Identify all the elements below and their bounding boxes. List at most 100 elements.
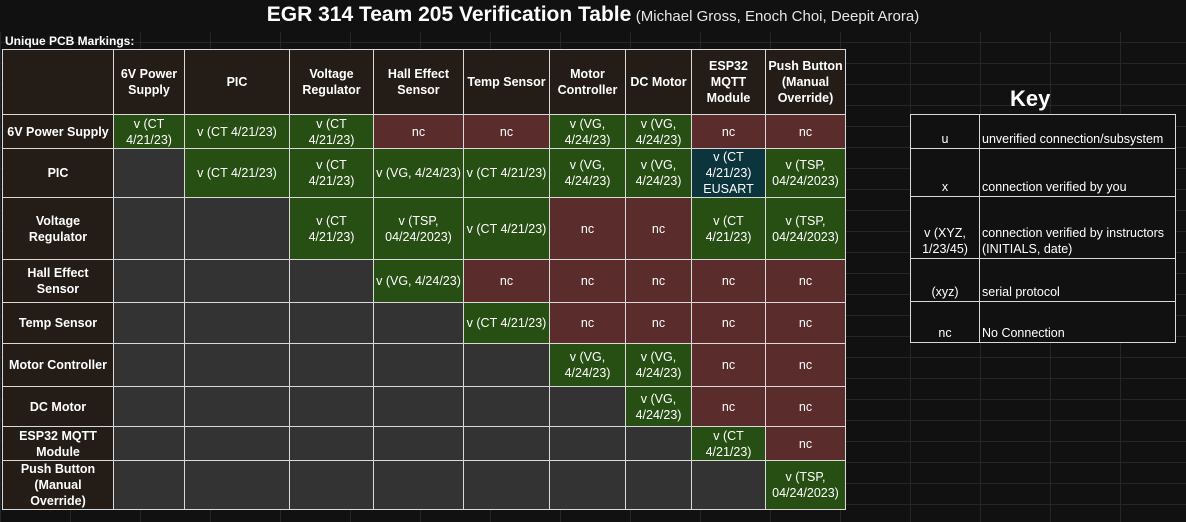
table-cell[interactable]: nc	[691, 114, 766, 149]
table-cell[interactable]	[289, 343, 374, 387]
table-cell[interactable]	[184, 259, 290, 303]
table-cell[interactable]: v (VG, 4/24/23)	[373, 259, 464, 303]
row-header[interactable]: Push Button (Manual Override)	[2, 460, 114, 510]
key-symbol[interactable]: u	[910, 114, 980, 149]
table-cell[interactable]: nc	[625, 197, 692, 260]
column-header[interactable]: Voltage Regulator	[289, 49, 374, 115]
table-cell[interactable]	[373, 426, 464, 461]
column-header[interactable]: 6V Power Supply	[113, 49, 185, 115]
table-cell[interactable]: v (CT 4/21/23)	[113, 114, 185, 149]
column-header[interactable]: Hall Effect Sensor	[373, 49, 464, 115]
table-cell[interactable]	[184, 460, 290, 510]
table-cell[interactable]: v (CT 4/21/23)	[289, 114, 374, 149]
row-header[interactable]: PIC	[2, 148, 114, 198]
table-cell[interactable]	[463, 426, 550, 461]
table-cell[interactable]: nc	[765, 302, 846, 344]
table-cell[interactable]: nc	[765, 386, 846, 427]
table-cell[interactable]: nc	[625, 259, 692, 303]
column-header[interactable]: Motor Controller	[549, 49, 626, 115]
table-cell[interactable]: v (CT 4/21/23)	[184, 148, 290, 198]
column-header[interactable]: DC Motor	[625, 49, 692, 115]
table-cell[interactable]: nc	[625, 302, 692, 344]
table-cell[interactable]	[184, 302, 290, 344]
table-cell[interactable]	[549, 460, 626, 510]
table-cell[interactable]: v (TSP, 04/24/2023)	[765, 148, 846, 198]
table-cell[interactable]	[463, 386, 550, 427]
key-description[interactable]: connection verified by instructors (INIT…	[979, 196, 1176, 259]
table-cell[interactable]	[625, 426, 692, 461]
column-header[interactable]: PIC	[184, 49, 290, 115]
table-cell[interactable]: v (VG, 4/24/23)	[549, 343, 626, 387]
table-cell[interactable]	[113, 386, 185, 427]
table-cell[interactable]: v (VG, 4/24/23)	[625, 148, 692, 198]
table-cell[interactable]: nc	[765, 114, 846, 149]
key-description[interactable]: No Connection	[979, 301, 1176, 343]
table-cell[interactable]: nc	[765, 343, 846, 387]
table-cell[interactable]: v (CT 4/21/23)	[691, 426, 766, 461]
key-symbol[interactable]: nc	[910, 301, 980, 343]
table-cell[interactable]	[113, 259, 185, 303]
table-cell[interactable]: nc	[463, 114, 550, 149]
table-cell[interactable]: nc	[691, 302, 766, 344]
row-header[interactable]: Temp Sensor	[2, 302, 114, 344]
table-cell[interactable]	[113, 148, 185, 198]
row-header[interactable]: 6V Power Supply	[2, 114, 114, 149]
table-cell[interactable]	[289, 426, 374, 461]
table-cell[interactable]: v (CT 4/21/23)	[289, 197, 374, 260]
table-cell[interactable]: v (CT 4/21/23)	[691, 197, 766, 260]
row-header[interactable]: Voltage Regulator	[2, 197, 114, 260]
table-cell[interactable]: nc	[691, 259, 766, 303]
table-cell[interactable]	[184, 197, 290, 260]
table-cell[interactable]	[289, 460, 374, 510]
key-symbol[interactable]: x	[910, 148, 980, 197]
row-header[interactable]: Motor Controller	[2, 343, 114, 387]
table-cell[interactable]	[113, 426, 185, 461]
table-cell[interactable]	[289, 302, 374, 344]
table-cell[interactable]: v (VG, 4/24/23)	[625, 114, 692, 149]
table-cell[interactable]	[373, 302, 464, 344]
key-symbol[interactable]: v (XYZ, 1/23/45)	[910, 196, 980, 259]
column-header[interactable]: Push Button (Manual Override)	[765, 49, 846, 115]
table-cell[interactable]	[691, 460, 766, 510]
table-cell[interactable]: nc	[765, 426, 846, 461]
table-cell[interactable]	[113, 302, 185, 344]
table-cell[interactable]: v (VG, 4/24/23)	[549, 114, 626, 149]
key-description[interactable]: serial protocol	[979, 258, 1176, 302]
table-cell[interactable]: v (VG, 4/24/23)	[549, 148, 626, 198]
table-cell[interactable]: nc	[373, 114, 464, 149]
table-cell[interactable]: v (CT 4/21/23)	[463, 148, 550, 198]
table-cell[interactable]	[463, 343, 550, 387]
column-header[interactable]: ESP32 MQTT Module	[691, 49, 766, 115]
table-cell[interactable]: nc	[765, 259, 846, 303]
table-cell[interactable]	[549, 426, 626, 461]
table-cell[interactable]	[549, 386, 626, 427]
table-cell[interactable]: nc	[549, 259, 626, 303]
row-header[interactable]: ESP32 MQTT Module	[2, 426, 114, 461]
table-cell[interactable]	[184, 386, 290, 427]
table-cell[interactable]	[373, 460, 464, 510]
column-header[interactable]: Temp Sensor	[463, 49, 550, 115]
table-cell[interactable]: v (CT 4/21/23)	[184, 114, 290, 149]
key-description[interactable]: unverified connection/subsystem	[979, 114, 1176, 149]
table-cell[interactable]: v (CT 4/21/23)	[463, 302, 550, 344]
table-cell[interactable]	[184, 426, 290, 461]
table-cell[interactable]	[113, 343, 185, 387]
key-description[interactable]: connection verified by you	[979, 148, 1176, 197]
table-cell[interactable]: v (CT 4/21/23)	[463, 197, 550, 260]
table-cell[interactable]	[184, 343, 290, 387]
table-cell[interactable]	[113, 460, 185, 510]
table-cell[interactable]: nc	[549, 197, 626, 260]
table-cell[interactable]: nc	[549, 302, 626, 344]
table-cell[interactable]: v (VG, 4/24/23)	[625, 343, 692, 387]
table-cell[interactable]: v (CT 4/21/23) EUSART	[691, 148, 766, 198]
corner-cell[interactable]	[2, 49, 114, 115]
table-cell[interactable]	[289, 386, 374, 427]
table-cell[interactable]: v (VG, 4/24/23)	[373, 148, 464, 198]
table-cell[interactable]: v (TSP, 04/24/2023)	[765, 460, 846, 510]
table-cell[interactable]: nc	[691, 386, 766, 427]
table-cell[interactable]: v (VG, 4/24/23)	[625, 386, 692, 427]
table-cell[interactable]: nc	[463, 259, 550, 303]
table-cell[interactable]	[373, 343, 464, 387]
key-symbol[interactable]: (xyz)	[910, 258, 980, 302]
table-cell[interactable]	[463, 460, 550, 510]
